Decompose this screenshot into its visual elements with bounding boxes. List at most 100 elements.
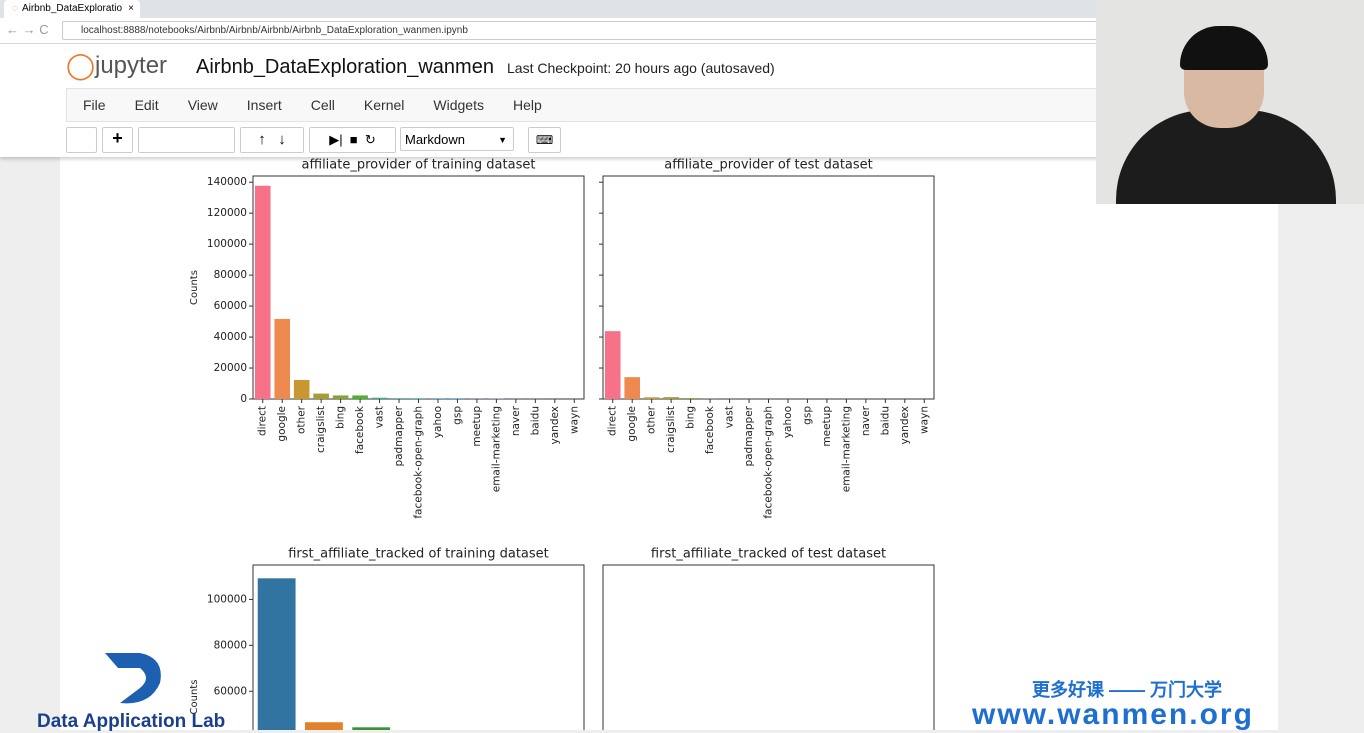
x-tick-label: facebook: [354, 405, 366, 454]
x-tick-label: craigslist: [665, 406, 677, 453]
bar: [450, 398, 466, 399]
add-button[interactable]: +: [102, 127, 133, 153]
x-tick-label: other: [646, 405, 658, 434]
y-tick-label: 120000: [207, 207, 247, 219]
site: www.wanmen.org: [972, 698, 1254, 732]
y-tick-label: 80000: [214, 269, 247, 281]
menu-item[interactable]: File: [83, 97, 106, 113]
webcam: [1096, 0, 1364, 204]
menu-item[interactable]: Cell: [311, 97, 335, 113]
menu-item[interactable]: View: [188, 97, 218, 113]
person-hair: [1180, 26, 1268, 70]
x-tick-label: baidu: [529, 406, 541, 435]
x-tick-label: naver: [510, 405, 522, 436]
x-tick-label: email-marketing: [840, 406, 852, 492]
menu-item[interactable]: Insert: [247, 97, 282, 113]
plot-frame: [603, 565, 934, 730]
x-tick-label: direct: [607, 406, 619, 436]
edit-buttons[interactable]: [138, 127, 235, 153]
x-tick-label: yandex: [899, 406, 911, 444]
bar: [663, 397, 679, 399]
run-buttons[interactable]: ▶| ■ ↻: [309, 127, 396, 153]
menu-bar: File Edit View Insert Cell Kernel Widgets Help: [66, 88, 1114, 122]
x-tick-label: yahoo: [782, 406, 794, 438]
bar: [274, 319, 290, 399]
bar: [313, 394, 329, 399]
x-tick-label: wayn: [568, 406, 580, 434]
x-tick-label: gsp: [451, 406, 463, 425]
chart-title: affiliate_provider of test dataset: [664, 158, 873, 173]
bar: [411, 398, 427, 399]
x-tick-label: yandex: [549, 406, 561, 444]
x-tick-label: vast: [724, 406, 736, 428]
x-tick-label: email-marketing: [490, 406, 502, 492]
menu-item[interactable]: Edit: [135, 97, 159, 113]
lab-logo: [100, 648, 170, 708]
y-tick-label: 60000: [214, 685, 247, 697]
bar: [305, 722, 343, 730]
menu-item[interactable]: Kernel: [364, 97, 404, 113]
y-tick-label: 140000: [207, 176, 247, 188]
y-tick-label: 100000: [207, 593, 247, 605]
x-tick-label: wayn: [918, 406, 930, 434]
x-tick-label: facebook-open-graph: [763, 406, 775, 519]
cell-type: Markdown: [405, 132, 465, 147]
x-tick-label: baidu: [879, 406, 891, 435]
bar: [255, 186, 271, 399]
x-tick-label: gsp: [801, 406, 813, 425]
x-tick-label: google: [276, 406, 288, 442]
nav-buttons[interactable]: ← → C: [6, 22, 49, 37]
logo: jupyter: [95, 52, 167, 80]
x-tick-label: meetup: [821, 406, 833, 447]
notebook-name[interactable]: Airbnb_DataExploration_wanmen: [196, 56, 494, 79]
x-tick-label: google: [626, 406, 638, 442]
bar: [644, 397, 660, 399]
move-buttons[interactable]: ↑ ↓: [240, 127, 304, 153]
x-tick-label: other: [296, 405, 308, 434]
y-axis-label: Counts: [189, 270, 200, 305]
menu-item[interactable]: Widgets: [433, 97, 484, 113]
bar: [352, 395, 368, 399]
plot-frame: [253, 565, 584, 730]
x-tick-label: facebook: [704, 405, 716, 454]
y-tick-label: 20000: [214, 362, 247, 374]
bar: [294, 380, 310, 399]
y-tick-label: 40000: [214, 331, 247, 343]
checkpoint: Last Checkpoint: 20 hours ago (autosaved…: [507, 60, 775, 76]
bar: [430, 398, 446, 399]
x-tick-label: craigslist: [315, 406, 327, 453]
bar: [258, 578, 296, 730]
y-tick-label: 60000: [214, 300, 247, 312]
x-tick-label: meetup: [471, 406, 483, 447]
bar: [372, 398, 388, 399]
bar: [605, 331, 621, 399]
x-tick-label: bing: [685, 406, 697, 429]
x-tick-label: naver: [860, 405, 872, 436]
x-tick-label: facebook-open-graph: [413, 406, 425, 519]
menu-item[interactable]: Help: [513, 97, 542, 113]
tab-title: Airbnb_DataExploratio: [22, 3, 122, 14]
y-tick-label: 0: [240, 393, 247, 405]
logo-icon: ◯: [66, 50, 95, 81]
url[interactable]: localhost:8888/notebooks/Airbnb/Airbnb/A…: [62, 21, 1182, 40]
y-tick-label: 100000: [207, 238, 247, 250]
bar: [333, 395, 349, 399]
save-button[interactable]: [66, 127, 97, 153]
x-tick-label: yahoo: [432, 406, 444, 438]
x-tick-label: bing: [335, 406, 347, 429]
chart-title: affiliate_provider of training dataset: [302, 158, 536, 173]
keyboard-button[interactable]: ⌨: [528, 127, 561, 153]
x-tick-label: vast: [374, 406, 386, 428]
cell-type-select[interactable]: Markdown▼: [400, 127, 514, 151]
x-tick-label: padmapper: [393, 405, 405, 466]
x-tick-label: direct: [257, 406, 269, 436]
plot-frame: [603, 176, 934, 399]
tab[interactable]: ◌Airbnb_DataExploratio ×: [4, 0, 140, 18]
x-tick-label: padmapper: [743, 405, 755, 466]
chart-title: first_affiliate_tracked of test dataset: [651, 547, 886, 562]
bar: [683, 398, 699, 399]
tab-close[interactable]: ×: [128, 0, 134, 18]
plot-frame: [253, 176, 584, 399]
y-axis-label: Counts: [189, 680, 200, 715]
